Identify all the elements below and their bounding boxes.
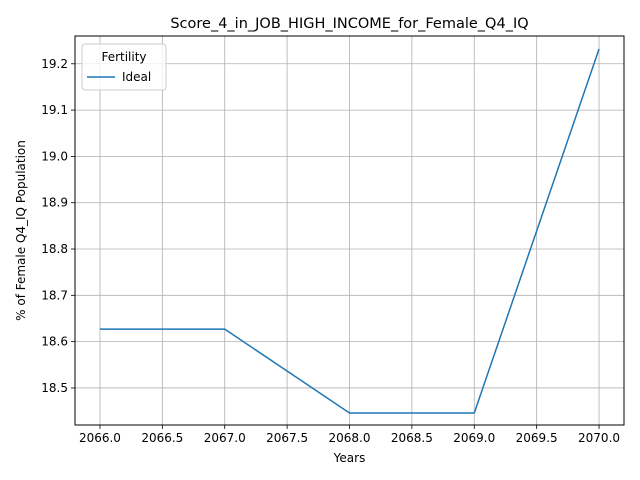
y-tick-label: 19.0: [41, 149, 68, 163]
x-tick-label: 2069.5: [516, 431, 558, 445]
x-tick-label: 2067.5: [266, 431, 308, 445]
x-tick-label: 2067.0: [204, 431, 246, 445]
y-tick-label: 18.6: [41, 335, 68, 349]
x-tick-label: 2066.5: [141, 431, 183, 445]
y-tick-label: 18.7: [41, 288, 68, 302]
series-line-ideal: [99, 48, 600, 414]
y-tick-label: 18.8: [41, 242, 68, 256]
y-tick-label: 18.5: [41, 381, 68, 395]
x-tick-label: 2070.0: [578, 431, 620, 445]
y-tick-label: 18.9: [41, 196, 68, 210]
y-tick-label: 19.2: [41, 57, 68, 71]
x-tick-label: 2066.0: [79, 431, 121, 445]
y-tick-label: 19.1: [41, 103, 68, 117]
grid: [75, 36, 624, 425]
y-axis-ticks: 18.5 18.6 18.7 18.8 18.9 19.0 19.1 19.2: [41, 57, 75, 395]
x-axis-label: Years: [333, 451, 366, 465]
legend-title: Fertility: [101, 50, 146, 64]
legend-box: [81, 43, 167, 91]
x-tick-label: 2068.5: [391, 431, 433, 445]
series-layer: [99, 48, 600, 414]
chart-title: Score_4_in_JOB_HIGH_INCOME_for_Female_Q4…: [170, 16, 528, 32]
x-tick-label: 2069.0: [453, 431, 495, 445]
y-axis-label: % of Female Q4_IQ Population: [14, 140, 28, 321]
legend-entry-label: Ideal: [122, 70, 151, 84]
legend: Fertility Ideal: [81, 43, 167, 91]
x-axis-ticks: 2066.0 2066.5 2067.0 2067.5 2068.0 2068.5 2069…: [79, 425, 620, 445]
x-tick-label: 2068.0: [329, 431, 371, 445]
legend-entries: Ideal: [87, 70, 151, 84]
